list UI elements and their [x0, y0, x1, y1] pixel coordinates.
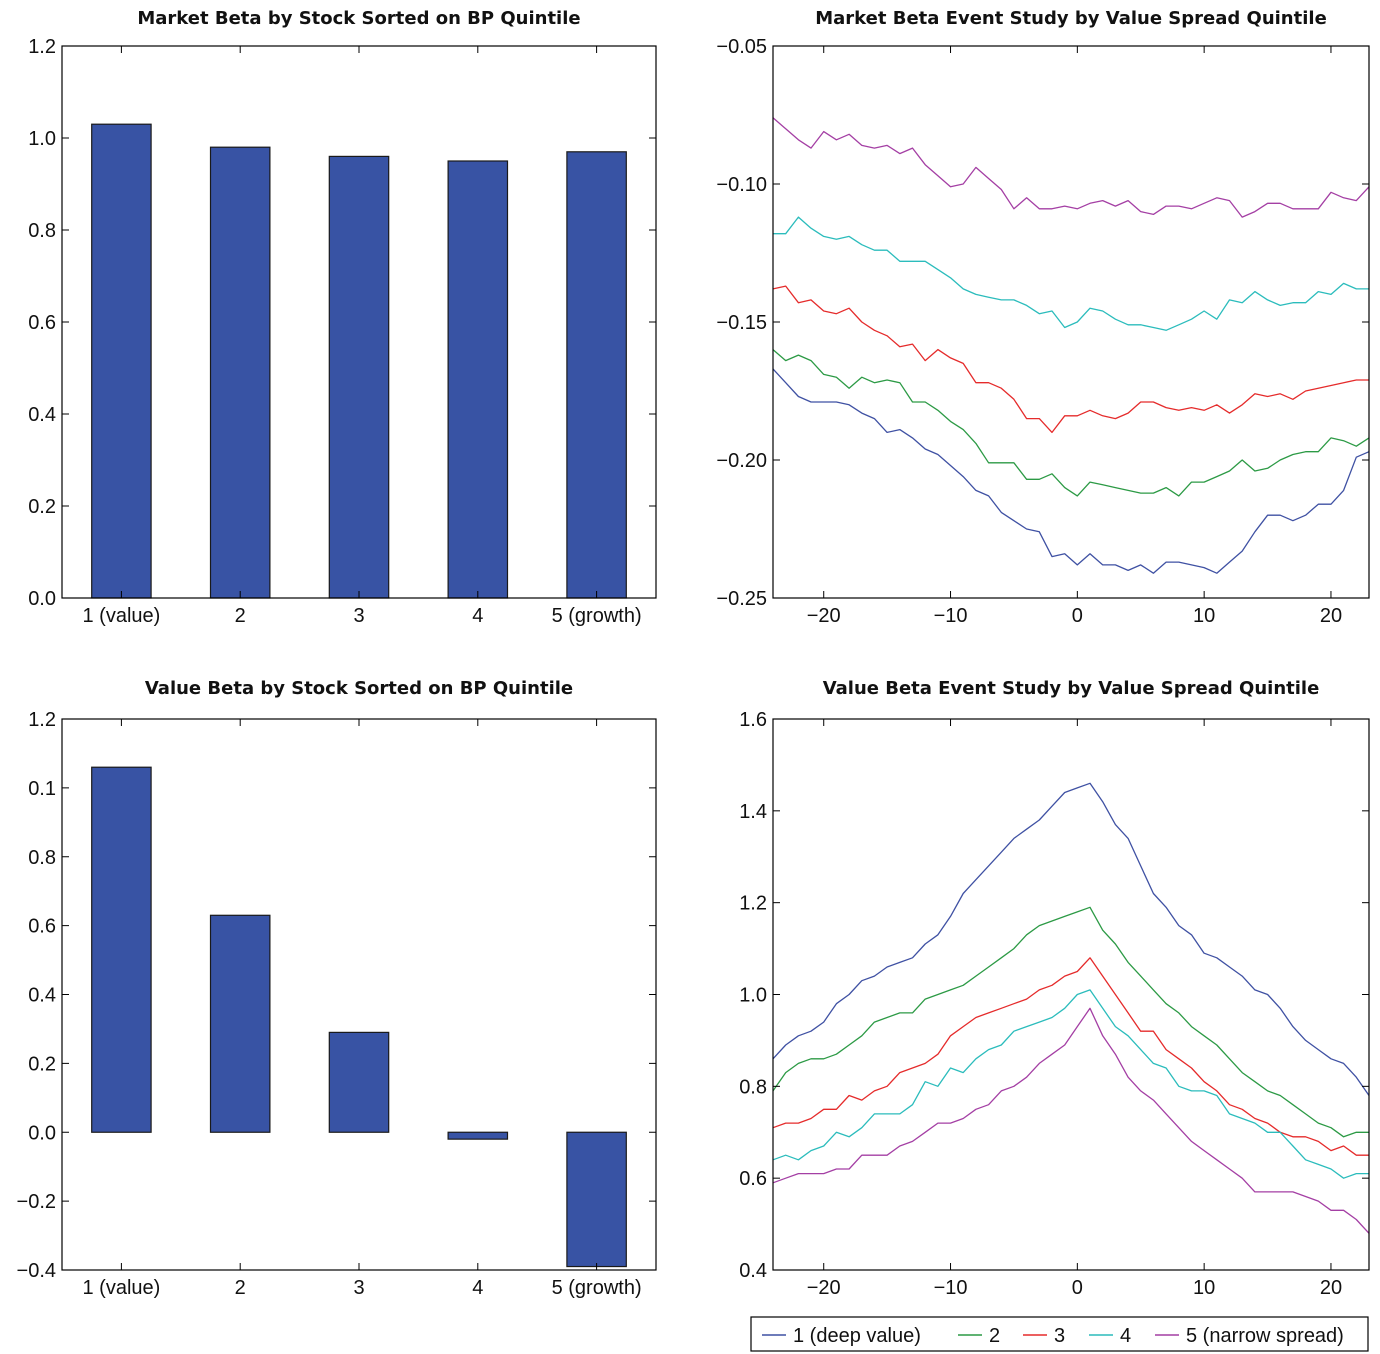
y-tick-label: 0.2	[28, 1053, 56, 1075]
chart-title: Market Beta Event Study by Value Spread …	[815, 8, 1327, 29]
x-tick-label: 2	[235, 1277, 246, 1299]
y-tick-label: 0.6	[28, 312, 56, 334]
y-tick-label: 1.4	[739, 801, 767, 823]
y-tick-label: 0.1	[28, 778, 56, 800]
x-tick-label: 4	[472, 605, 483, 627]
market-beta-bar-chart: Market Beta by Stock Sorted on BP Quinti…	[28, 8, 657, 627]
x-tick-label: −10	[934, 1277, 968, 1299]
chart-title: Market Beta by Stock Sorted on BP Quinti…	[137, 8, 580, 29]
y-tick-label: 0.8	[28, 847, 56, 869]
series-line	[773, 216, 1369, 331]
x-tick-label: 2	[235, 605, 246, 627]
x-tick-label: −10	[934, 605, 968, 627]
x-tick-label: −20	[807, 1277, 841, 1299]
bar	[328, 1031, 390, 1133]
series-line	[772, 285, 1369, 434]
value-beta-event-study-chart: Value Beta Event Study by Value Spread Q…	[739, 678, 1370, 1299]
bar	[209, 914, 271, 1133]
y-tick-label: −0.05	[716, 36, 767, 58]
x-tick-label: 4	[472, 1277, 483, 1299]
y-tick-label: 0.0	[28, 1122, 56, 1144]
y-tick-label: 1.2	[28, 709, 56, 731]
plot-frame	[772, 718, 1370, 1271]
bar	[566, 151, 627, 599]
y-tick-label: 1.2	[739, 893, 767, 915]
x-tick-label: 5 (growth)	[552, 1277, 642, 1299]
series-line	[772, 349, 1370, 497]
plot-frame	[61, 45, 657, 599]
y-tick-label: 0.2	[28, 496, 56, 518]
series-line	[772, 117, 1370, 218]
value-beta-bar-chart: Value Beta by Stock Sorted on BP Quintil…	[17, 678, 657, 1299]
legend-label: 3	[1054, 1325, 1065, 1347]
y-tick-label: −0.15	[716, 312, 767, 334]
x-tick-label: 3	[353, 605, 364, 627]
series-line	[772, 957, 1369, 1156]
chart-title: Value Beta Event Study by Value Spread Q…	[823, 678, 1320, 699]
x-tick-label: 5 (growth)	[552, 605, 642, 627]
x-tick-label: 3	[353, 1277, 364, 1299]
x-tick-label: 1 (value)	[82, 605, 160, 627]
bar	[447, 160, 509, 599]
y-tick-label: 0.4	[28, 404, 56, 426]
x-tick-label: 10	[1193, 1277, 1215, 1299]
plot-frame	[61, 718, 657, 1271]
y-tick-label: 0.8	[739, 1076, 767, 1098]
legend-label: 2	[989, 1325, 1000, 1347]
x-tick-label: 1 (value)	[82, 1277, 160, 1299]
series-line	[772, 989, 1369, 1179]
y-tick-label: 1.2	[28, 36, 56, 58]
series-line	[772, 906, 1369, 1138]
y-tick-label: −0.10	[716, 174, 767, 196]
y-tick-label: 0.8	[28, 220, 56, 242]
legend: 1 (deep value) 2 3 4 5 (narrow spread)	[750, 1316, 1369, 1352]
bar	[209, 146, 271, 599]
legend-box	[750, 1316, 1369, 1352]
market-beta-event-study-chart: Market Beta Event Study by Value Spread …	[716, 8, 1370, 627]
series-line	[772, 782, 1370, 1096]
y-tick-label: 0.6	[28, 916, 56, 938]
x-tick-label: −20	[807, 605, 841, 627]
bar	[328, 155, 390, 599]
x-tick-label: 0	[1072, 605, 1083, 627]
bar	[91, 123, 152, 599]
x-tick-label: 20	[1320, 1277, 1342, 1299]
legend-label: 4	[1120, 1325, 1131, 1347]
legend-label: 1 (deep value)	[793, 1325, 921, 1347]
y-tick-label: −0.4	[17, 1260, 56, 1282]
y-tick-label: 0.6	[739, 1168, 767, 1190]
x-tick-label: 0	[1072, 1277, 1083, 1299]
y-tick-label: 1.0	[739, 985, 767, 1007]
bar	[91, 766, 152, 1133]
plot-frame	[772, 45, 1370, 599]
x-tick-label: 20	[1320, 605, 1342, 627]
y-tick-label: −0.20	[716, 450, 767, 472]
y-tick-label: 1.0	[28, 128, 56, 150]
chart-title: Value Beta by Stock Sorted on BP Quintil…	[145, 678, 573, 699]
y-tick-label: 0.0	[28, 588, 56, 610]
bar	[447, 1131, 509, 1140]
x-tick-label: 10	[1193, 605, 1215, 627]
y-tick-label: −0.2	[17, 1191, 56, 1213]
series-line	[772, 1007, 1370, 1234]
series-line	[772, 368, 1370, 574]
y-tick-label: −0.25	[716, 588, 767, 610]
legend-label: 5 (narrow spread)	[1186, 1325, 1344, 1347]
bar	[566, 1131, 627, 1268]
y-tick-label: 0.4	[739, 1260, 767, 1282]
y-tick-label: 1.6	[739, 709, 767, 731]
y-tick-label: 0.4	[28, 985, 56, 1007]
